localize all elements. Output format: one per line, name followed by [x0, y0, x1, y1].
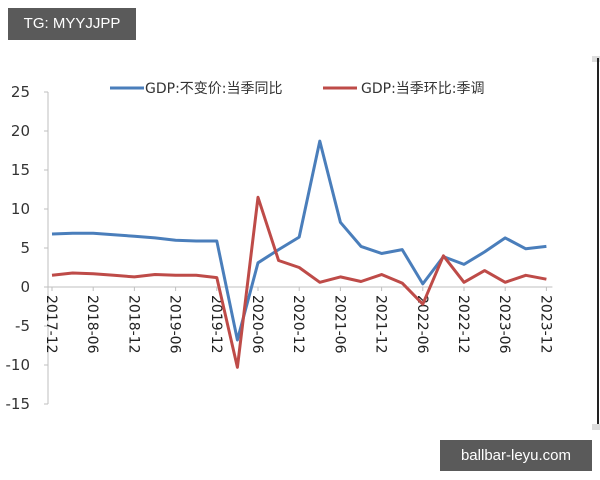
- series-line-qoq: [51, 195, 547, 369]
- x-tick-label: 2019-06: [167, 295, 183, 354]
- x-tick-label: 2022-12: [455, 295, 471, 354]
- legend-label-qoq: GDP:当季环比:季调: [361, 81, 485, 97]
- x-tick-label: 2023-12: [537, 295, 553, 354]
- x-tick-label: 2020-06: [249, 295, 265, 354]
- watermark-top: TG: MYYJJPP: [8, 8, 136, 40]
- series-line-yoy: [51, 139, 547, 342]
- watermark-bottom: ballbar-leyu.com: [440, 440, 592, 471]
- y-axis: 25 20 15 10 5 0 -5 -10 -15: [6, 83, 49, 413]
- y-tick-label: 10: [11, 200, 30, 218]
- scrollbar-cap-bottom: [592, 424, 600, 430]
- legend-label-yoy: GDP:不变价:当季同比: [145, 81, 283, 97]
- x-axis: 2017-12 2018-06 2018-12 2019-06 2019-12 2020-…: [43, 286, 553, 354]
- y-tick-label: -5: [15, 317, 30, 335]
- x-tick-label: 2021-06: [331, 295, 347, 354]
- x-tick-label: 2020-12: [290, 295, 306, 354]
- x-tick-label: 2018-12: [125, 295, 141, 354]
- y-tick-label: 20: [11, 122, 30, 140]
- y-tick-label: -10: [6, 356, 31, 374]
- x-tick-label: 2017-12: [43, 295, 59, 354]
- x-tick-label: 2019-12: [208, 295, 224, 354]
- x-tick-label: 2022-06: [414, 295, 430, 354]
- y-tick-label: 25: [11, 83, 30, 101]
- x-tick-label: 2023-06: [496, 295, 512, 354]
- chart-legend: GDP:不变价:当季同比 GDP:当季环比:季调: [110, 81, 485, 97]
- scrollbar-cap-top: [592, 56, 600, 62]
- x-tick-label: 2018-06: [84, 295, 100, 354]
- x-tick-label: 2021-12: [373, 295, 389, 354]
- series-lines: [51, 139, 547, 369]
- y-tick-label: -15: [6, 395, 31, 413]
- y-tick-label: 5: [20, 239, 30, 257]
- y-tick-label: 15: [11, 161, 30, 179]
- right-edge-border: [597, 58, 599, 426]
- y-tick-label: 0: [20, 278, 30, 296]
